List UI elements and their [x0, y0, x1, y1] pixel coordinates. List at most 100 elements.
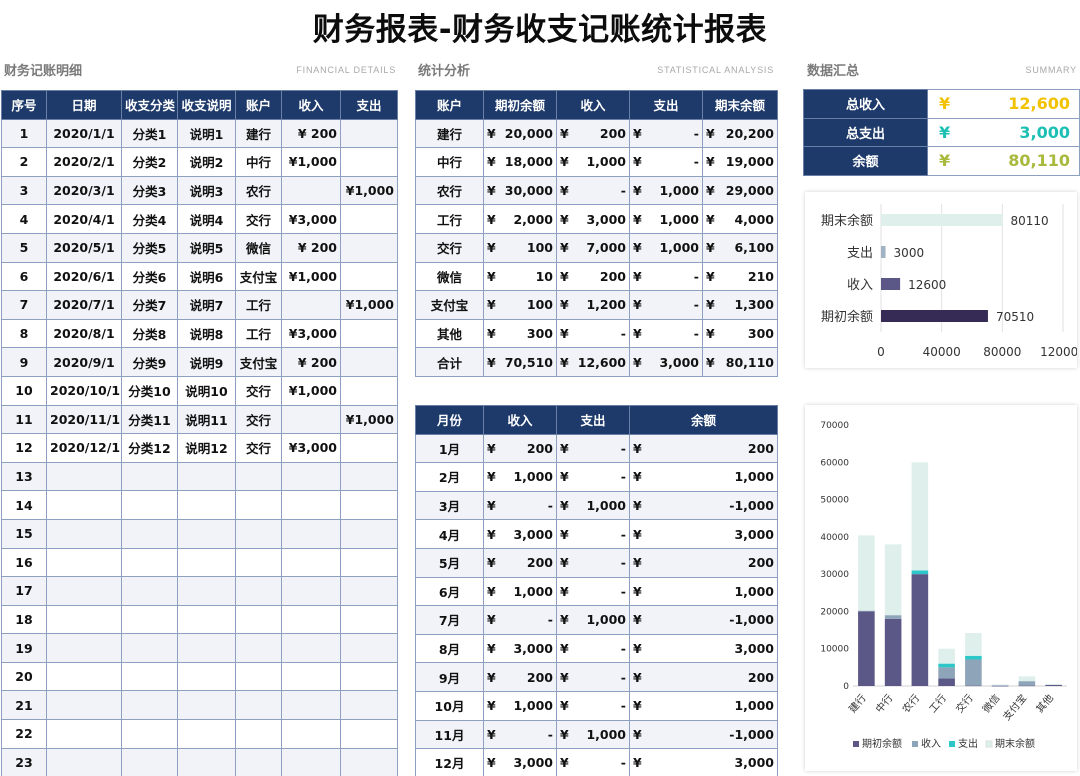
detail-cell[interactable]: 1: [1, 118, 47, 149]
detail-cell[interactable]: [340, 576, 398, 606]
detail-cell[interactable]: 说明7: [177, 290, 236, 320]
detail-cell[interactable]: 21: [1, 690, 47, 721]
detail-cell[interactable]: [235, 461, 282, 492]
stat-value-cell[interactable]: ¥ -: [629, 318, 703, 349]
detail-cell[interactable]: [46, 633, 122, 663]
monthly-value-cell[interactable]: ¥ -: [556, 462, 630, 492]
detail-cell[interactable]: [340, 518, 398, 549]
detail-cell[interactable]: [281, 576, 341, 606]
detail-cell[interactable]: [121, 604, 178, 635]
monthly-value-cell[interactable]: ¥1,000: [556, 605, 630, 635]
detail-cell[interactable]: [340, 347, 398, 377]
summary-value-cell[interactable]: ¥80,110: [927, 146, 1080, 176]
monthly-value-cell[interactable]: ¥3,000: [629, 748, 778, 776]
detail-cell[interactable]: [121, 661, 178, 692]
stat-value-cell[interactable]: ¥4,000: [702, 204, 778, 234]
stat-value-cell[interactable]: ¥ -: [556, 175, 630, 206]
detail-cell[interactable]: [177, 690, 236, 721]
detail-cell[interactable]: ¥1,000: [340, 404, 398, 435]
monthly-value-cell[interactable]: ¥3,000: [629, 633, 778, 664]
detail-cell[interactable]: [46, 690, 122, 721]
detail-cell[interactable]: 10: [1, 375, 47, 406]
monthly-value-cell[interactable]: ¥ -: [556, 433, 630, 464]
detail-cell[interactable]: [340, 433, 398, 463]
stat-value-cell[interactable]: ¥300: [702, 318, 778, 349]
month-cell[interactable]: 9月: [415, 662, 484, 692]
stat-value-cell[interactable]: ¥7,000: [556, 232, 630, 263]
monthly-value-cell[interactable]: ¥ -: [556, 519, 630, 549]
detail-cell[interactable]: [281, 290, 341, 320]
stat-account-cell[interactable]: 支付宝: [415, 290, 484, 320]
stat-account-cell[interactable]: 建行: [415, 118, 484, 149]
detail-cell[interactable]: [340, 747, 398, 776]
detail-cell[interactable]: [235, 518, 282, 549]
detail-cell[interactable]: 说明9: [177, 347, 236, 377]
detail-cell[interactable]: [340, 719, 398, 749]
detail-cell[interactable]: 建行: [235, 118, 282, 149]
detail-cell[interactable]: 工行: [235, 290, 282, 320]
detail-cell[interactable]: [121, 719, 178, 749]
detail-cell[interactable]: [46, 604, 122, 635]
detail-cell[interactable]: 13: [1, 461, 47, 492]
detail-cell[interactable]: [177, 633, 236, 663]
detail-cell[interactable]: [340, 604, 398, 635]
detail-cell[interactable]: [340, 461, 398, 492]
detail-cell[interactable]: 工行: [235, 318, 282, 349]
stat-value-cell[interactable]: ¥1,000: [556, 147, 630, 177]
detail-cell[interactable]: 分类10: [121, 375, 178, 406]
stat-account-cell[interactable]: 其他: [415, 318, 484, 349]
detail-cell[interactable]: [46, 576, 122, 606]
detail-cell[interactable]: 4: [1, 204, 47, 234]
detail-cell[interactable]: 2020/9/1: [46, 347, 122, 377]
detail-cell[interactable]: ¥3,000: [281, 318, 341, 349]
detail-cell[interactable]: 18: [1, 604, 47, 635]
detail-cell[interactable]: ¥ 200: [281, 347, 341, 377]
detail-cell[interactable]: 11: [1, 404, 47, 435]
stat-value-cell[interactable]: ¥200: [556, 118, 630, 149]
monthly-value-cell[interactable]: ¥ -1,000: [629, 490, 778, 521]
stat-value-cell[interactable]: ¥1,000: [629, 204, 703, 234]
monthly-value-cell[interactable]: ¥200: [629, 433, 778, 464]
detail-cell[interactable]: [46, 661, 122, 692]
detail-cell[interactable]: 分类7: [121, 290, 178, 320]
stat-value-cell[interactable]: ¥3,000: [629, 347, 703, 377]
detail-cell[interactable]: [340, 118, 398, 149]
stat-value-cell[interactable]: ¥10: [483, 261, 557, 292]
monthly-value-cell[interactable]: ¥ -: [556, 690, 630, 721]
detail-cell[interactable]: [235, 747, 282, 776]
detail-cell[interactable]: [177, 661, 236, 692]
detail-cell[interactable]: [235, 719, 282, 749]
detail-cell[interactable]: 9: [1, 347, 47, 377]
stat-value-cell[interactable]: ¥1,000: [629, 232, 703, 263]
monthly-value-cell[interactable]: ¥ -: [556, 633, 630, 664]
monthly-value-cell[interactable]: ¥3,000: [629, 519, 778, 549]
detail-cell[interactable]: 2020/1/1: [46, 118, 122, 149]
month-cell[interactable]: 3月: [415, 490, 484, 521]
stat-value-cell[interactable]: ¥100: [483, 290, 557, 320]
stat-value-cell[interactable]: ¥ -: [629, 261, 703, 292]
monthly-value-cell[interactable]: ¥200: [629, 547, 778, 578]
detail-cell[interactable]: [121, 518, 178, 549]
detail-cell[interactable]: ¥1,000: [281, 147, 341, 177]
stat-value-cell[interactable]: ¥70,510: [483, 347, 557, 377]
detail-cell[interactable]: [46, 547, 122, 578]
detail-cell[interactable]: [281, 518, 341, 549]
detail-cell[interactable]: 微信: [235, 232, 282, 263]
detail-cell[interactable]: [340, 490, 398, 520]
detail-cell[interactable]: [281, 604, 341, 635]
month-cell[interactable]: 7月: [415, 605, 484, 635]
stat-value-cell[interactable]: ¥18,000: [483, 147, 557, 177]
monthly-value-cell[interactable]: ¥200: [483, 433, 557, 464]
detail-cell[interactable]: [235, 490, 282, 520]
detail-cell[interactable]: [177, 490, 236, 520]
detail-cell[interactable]: 2020/6/1: [46, 261, 122, 292]
detail-cell[interactable]: 分类12: [121, 433, 178, 463]
detail-cell[interactable]: 2: [1, 147, 47, 177]
detail-cell[interactable]: 14: [1, 490, 47, 520]
detail-cell[interactable]: [281, 404, 341, 435]
detail-cell[interactable]: 分类5: [121, 232, 178, 263]
detail-cell[interactable]: 交行: [235, 204, 282, 234]
detail-cell[interactable]: 2020/10/1: [46, 375, 122, 406]
stat-value-cell[interactable]: ¥29,000: [702, 175, 778, 206]
detail-cell[interactable]: [177, 547, 236, 578]
